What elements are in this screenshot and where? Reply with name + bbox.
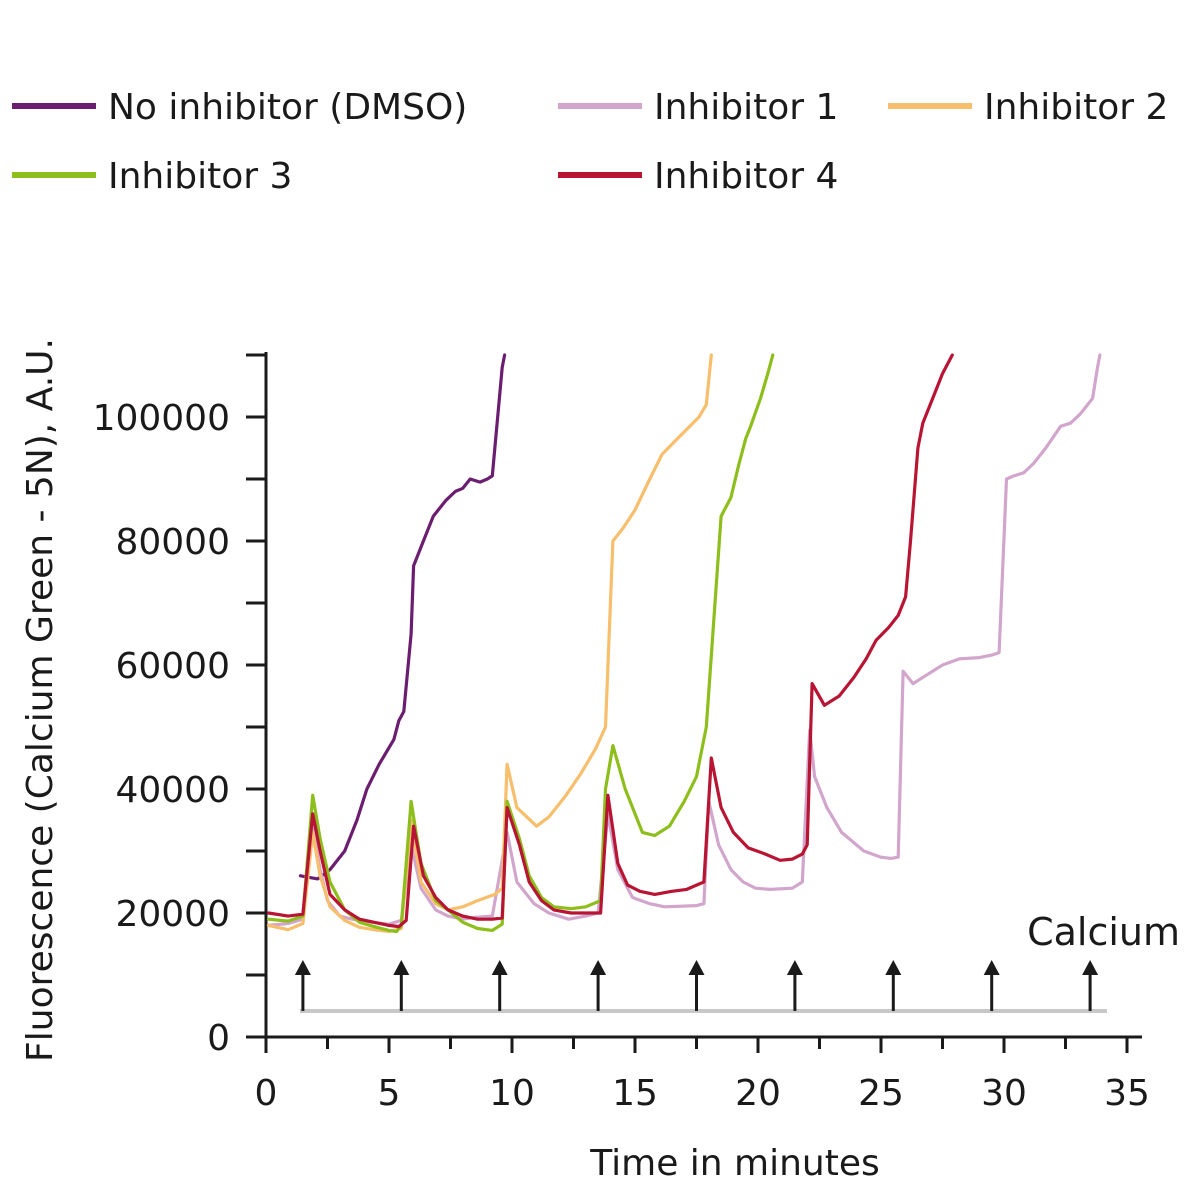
legend-label: Inhibitor 1 — [654, 87, 838, 128]
calcium-arrow-head — [590, 960, 607, 975]
legend-label: Inhibitor 2 — [984, 87, 1168, 128]
legend-label: Inhibitor 4 — [654, 156, 838, 197]
legend-item-inhibitor-1: Inhibitor 1 — [558, 87, 838, 128]
legend-label: Inhibitor 3 — [108, 156, 292, 197]
series-group — [266, 353, 1102, 934]
series-line-inhibitor-3 — [266, 353, 775, 934]
plot-area: 0 20000 40000 60000 80000 100000 0 5 10 15 20 25 30… — [93, 352, 1180, 1114]
y-tick-label: 0 — [207, 1018, 230, 1059]
series-line-no-inhibitor-dmso — [298, 353, 507, 881]
x-axis: 0 5 10 15 20 25 30 35 — [255, 1035, 1150, 1114]
y-tick-label: 40000 — [115, 770, 230, 811]
y-tick-label: 100000 — [93, 398, 230, 439]
y-axis: 0 20000 40000 60000 80000 100000 — [93, 352, 268, 1059]
calcium-arrow-head — [885, 960, 902, 975]
calcium-arrow-head — [688, 960, 705, 975]
y-tick-label: 20000 — [115, 894, 230, 935]
legend-item-no-inhibitor-dmso: No inhibitor (DMSO) — [12, 87, 467, 128]
calcium-arrow-head — [491, 960, 508, 975]
x-tick-label: 35 — [1104, 1073, 1150, 1114]
x-axis-title: Time in minutes — [589, 1143, 880, 1184]
x-tick-label: 10 — [489, 1073, 535, 1114]
x-tick-label: 15 — [612, 1073, 658, 1114]
legend-item-inhibitor-4: Inhibitor 4 — [558, 156, 838, 197]
x-tick-label: 20 — [735, 1073, 781, 1114]
x-tick-label: 0 — [255, 1073, 278, 1114]
x-tick-label: 30 — [981, 1073, 1027, 1114]
x-tick-label: 25 — [858, 1073, 904, 1114]
y-tick-label: 80000 — [115, 522, 230, 563]
calcium-arrow-head — [393, 960, 410, 975]
y-tick-label: 60000 — [115, 646, 230, 687]
series-line-inhibitor-4 — [266, 353, 954, 929]
x-tick-label: 5 — [378, 1073, 401, 1114]
series-line-inhibitor-2 — [266, 353, 713, 934]
y-axis-title: Fluorescence (Calcium Green - 5N), A.U. — [20, 338, 61, 1062]
legend-item-inhibitor-2: Inhibitor 2 — [888, 87, 1168, 128]
calcium-label: Calcium — [1027, 910, 1180, 954]
calcium-arrow-head — [294, 960, 311, 975]
series-line-inhibitor-1 — [266, 353, 1102, 927]
calcium-arrow-head — [983, 960, 1000, 975]
calcium-arrow-head — [786, 960, 803, 975]
legend: No inhibitor (DMSO) Inhibitor 1 Inhibitor … — [12, 87, 1168, 197]
calcium-annotation: Calcium — [294, 910, 1180, 1013]
calcium-arrow-head — [1082, 960, 1099, 975]
legend-item-inhibitor-3: Inhibitor 3 — [12, 156, 292, 197]
legend-label: No inhibitor (DMSO) — [108, 87, 467, 128]
